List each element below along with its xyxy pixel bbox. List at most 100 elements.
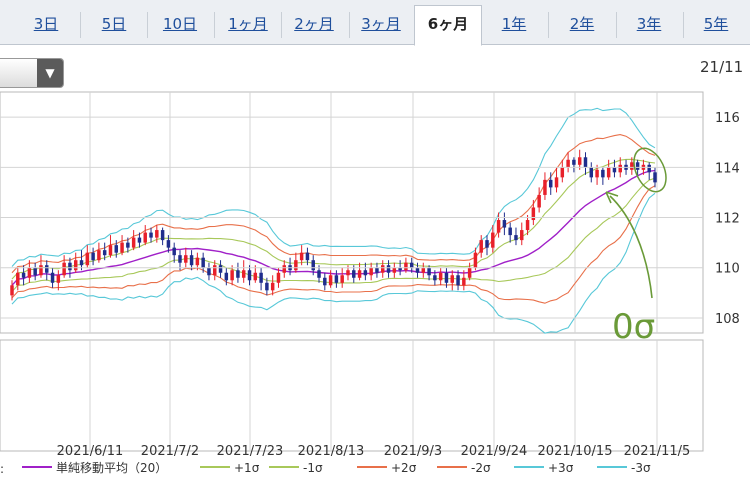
tab-5-days[interactable]: 5日 [101, 15, 127, 33]
candle-body [236, 270, 240, 278]
candle-down [311, 255, 315, 276]
candle-up [537, 187, 541, 213]
candle-body [166, 240, 171, 248]
legend-label: +1σ [234, 461, 260, 475]
candle-body [45, 265, 49, 273]
x-tick-label: 2021/11/5 [624, 444, 691, 459]
candle-down [218, 260, 223, 278]
candle-body [218, 265, 223, 273]
tab-2-months[interactable]: 2ヶ月 [294, 15, 334, 33]
tab-10-days[interactable]: 10日 [162, 15, 198, 33]
tab-1-month[interactable]: 1ヶ月 [228, 15, 268, 33]
candle-down [485, 235, 489, 256]
candle-body [462, 277, 466, 286]
candle-body [73, 260, 78, 271]
candle-down [21, 265, 26, 286]
candle-down [236, 262, 240, 283]
candle-body [21, 272, 26, 278]
candle-down [160, 227, 165, 246]
candle-up [85, 245, 90, 268]
candle-down [375, 262, 379, 278]
candle-body [456, 275, 460, 286]
candle-body [143, 232, 147, 243]
tab-5-years[interactable]: 5年 [703, 15, 729, 33]
candle-body [525, 220, 530, 231]
candle-body [305, 252, 310, 261]
indicator-select[interactable]: ▼ [0, 58, 64, 88]
candle-body [444, 272, 449, 283]
tab-divider [214, 12, 215, 38]
candle-down [572, 157, 576, 173]
candle-body [502, 220, 507, 228]
candle-down [259, 267, 263, 291]
candle-body [421, 267, 426, 273]
candle-up [56, 270, 61, 291]
y-tick-label: 108 [715, 312, 740, 327]
candle-body [131, 237, 136, 248]
candle-down [207, 262, 211, 281]
candle-up [467, 262, 472, 281]
candle-down [201, 252, 205, 273]
tab-divider [616, 12, 617, 38]
candle-down [79, 250, 84, 271]
candle-up [450, 270, 454, 291]
minus-1-sigma-line [11, 177, 656, 292]
tab-3-months[interactable]: 3ヶ月 [361, 15, 401, 33]
candle-down [433, 270, 437, 286]
candle-up [143, 225, 147, 246]
candle-body [126, 242, 130, 248]
candle-body [294, 260, 298, 271]
chevron-down-icon[interactable]: ▼ [37, 59, 63, 87]
candle-body [340, 275, 344, 283]
candle-body [311, 260, 315, 271]
candle-down [635, 159, 640, 178]
candle-up [340, 267, 344, 288]
candle-body [554, 177, 559, 188]
candle-up [404, 257, 408, 273]
candle-body [479, 240, 483, 253]
candle-body [369, 267, 373, 276]
sub-chart-panel [0, 339, 704, 452]
x-tick-label: 2021/8/13 [298, 444, 365, 459]
candle-up [10, 280, 14, 301]
sma-20-line [11, 169, 656, 286]
candle-body [184, 255, 188, 263]
candle-up [108, 235, 113, 258]
minus-3-sigma-line [11, 192, 656, 334]
candle-body [68, 262, 72, 271]
candle-body [155, 230, 159, 238]
candle-body [39, 265, 43, 276]
tab-1-year[interactable]: 1年 [501, 15, 527, 33]
candle-up [543, 172, 547, 200]
x-tick-label: 2021/7/23 [217, 444, 284, 459]
candle-down [583, 152, 588, 175]
candle-down [91, 247, 95, 266]
candle-body [409, 262, 414, 268]
candle-body [531, 207, 536, 221]
period-tab-bar: 3日 5日 10日 1ヶ月 2ヶ月 3ヶ月 6ヶ月 1年 2年 3年 5年 [0, 0, 750, 46]
candle-down [415, 262, 420, 278]
candle-body [433, 275, 437, 281]
candle-body [467, 267, 472, 278]
candle-up [473, 247, 478, 271]
candle-body [612, 167, 617, 173]
tab-2-years[interactable]: 2年 [569, 15, 595, 33]
candle-up [299, 245, 304, 266]
candle-down [502, 212, 507, 236]
candle-body [346, 270, 350, 276]
candle-body [572, 159, 576, 165]
candle-body [496, 220, 501, 233]
tab-6-months[interactable]: 6ヶ月 [414, 5, 482, 46]
candle-body [299, 252, 304, 261]
legend-bar [0, 459, 750, 478]
candle-body [427, 267, 431, 276]
candle-body [491, 232, 495, 248]
candle-body [537, 194, 541, 208]
candle-body [172, 247, 176, 256]
candle-up [381, 260, 385, 278]
candle-body [357, 270, 362, 278]
tab-3-days[interactable]: 3日 [33, 15, 59, 33]
tab-3-years[interactable]: 3年 [636, 15, 662, 33]
candle-body [560, 167, 565, 178]
candle-body [120, 242, 124, 253]
